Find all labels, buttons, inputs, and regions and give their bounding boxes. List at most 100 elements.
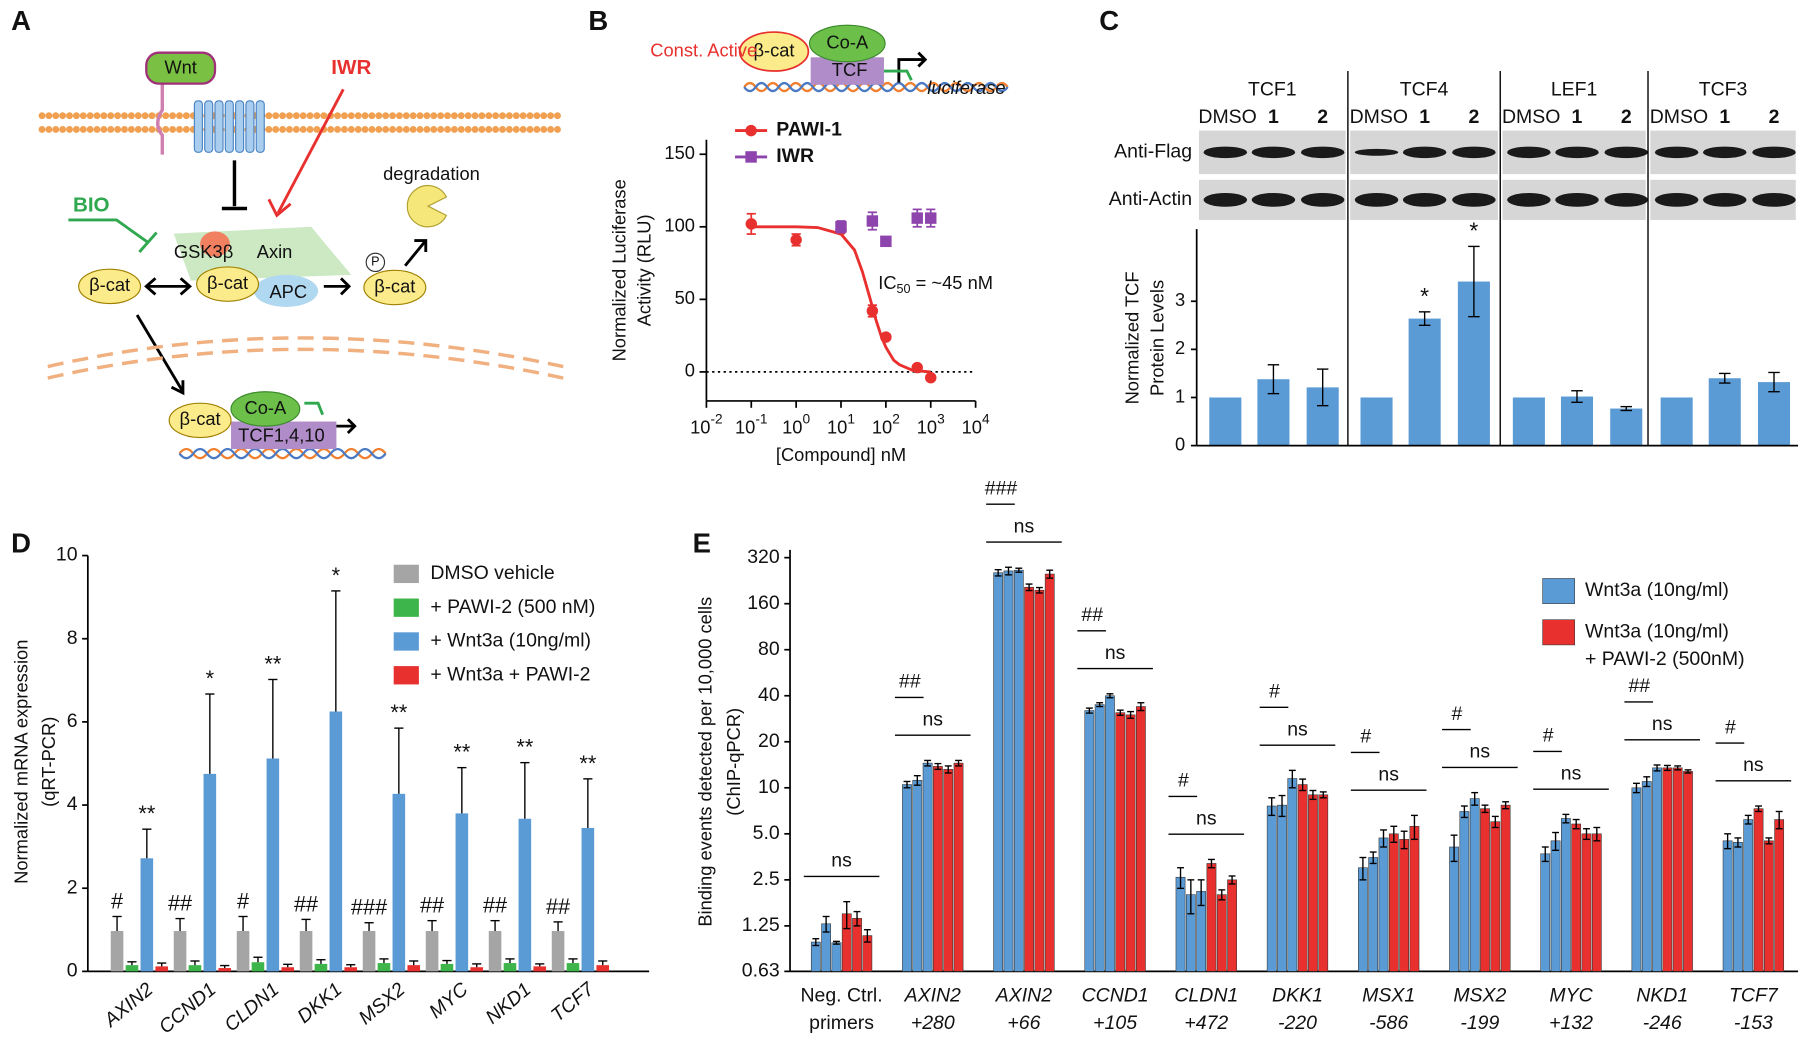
- y-tick-label: 80: [758, 638, 780, 660]
- x-tick-label: AXIN2: [995, 985, 1052, 1007]
- bar: [1024, 586, 1034, 972]
- y-tick-label: 10: [56, 544, 78, 566]
- y-tick-label: 8: [67, 627, 78, 649]
- tick-base: 10: [917, 416, 937, 437]
- bar: [831, 942, 842, 972]
- x-tick-label: DKK1: [1272, 985, 1323, 1007]
- significance: *: [1469, 218, 1478, 244]
- bar: [1308, 794, 1318, 972]
- legend-label: DMSO vehicle: [430, 562, 554, 584]
- ns-label: ns: [922, 708, 943, 730]
- y-tick-label: 160: [747, 592, 780, 614]
- blot-band: [1507, 146, 1551, 159]
- bar: [173, 931, 187, 972]
- legend-marker: [745, 151, 757, 163]
- x-tick-label: CLDN1: [220, 978, 283, 1036]
- bar: [1399, 839, 1410, 972]
- x-tick-label: TCF7: [1729, 985, 1779, 1007]
- y-tick-label: 320: [747, 546, 780, 568]
- bar: [1459, 811, 1470, 972]
- lane-label: DMSO: [1502, 106, 1560, 128]
- bar: [912, 779, 923, 972]
- hash-label: #: [1360, 726, 1371, 748]
- tick-base: 10: [962, 416, 982, 437]
- hash-label: #: [1543, 725, 1554, 747]
- x-tick-label: MYC: [1549, 985, 1593, 1007]
- y-tick-label: 150: [664, 142, 695, 163]
- blot-band: [1251, 146, 1296, 159]
- bio-label: BIO: [73, 194, 110, 217]
- bar: [1209, 397, 1242, 446]
- lane-label: DMSO: [1650, 106, 1708, 128]
- significance: *: [1420, 283, 1429, 309]
- point: [880, 331, 892, 343]
- bar: [1094, 704, 1105, 972]
- group-label: TCF3: [1699, 79, 1748, 101]
- tick-exponent: 3: [937, 411, 945, 426]
- bar: [1743, 819, 1754, 972]
- bar: [140, 858, 154, 972]
- x-tick-label: 102: [872, 411, 900, 437]
- hash-label: ##: [1081, 604, 1103, 626]
- x-tick-label: CCND1: [1082, 985, 1149, 1007]
- significance: ##: [546, 894, 570, 919]
- inhibition: [68, 218, 150, 245]
- bar: [1581, 833, 1592, 972]
- bar: [110, 931, 124, 972]
- bar: [329, 711, 343, 972]
- ns-label: ns: [1287, 718, 1308, 740]
- iwr-label: IWR: [331, 56, 371, 79]
- bar: [1561, 818, 1571, 972]
- y-tick-label: 0: [685, 360, 695, 381]
- bar: [943, 769, 954, 972]
- x-tick-label: -586: [1369, 1012, 1408, 1034]
- bar: [125, 965, 139, 972]
- ns-label: ns: [1743, 754, 1764, 776]
- blot-band: [1203, 193, 1248, 207]
- x-tick-label: 103: [917, 411, 945, 437]
- x-tick-label: +66: [1007, 1012, 1040, 1034]
- y-tick-label: 2.5: [753, 868, 780, 890]
- const-active-label: Const. Active: [650, 39, 757, 60]
- bar: [1641, 781, 1652, 972]
- bar: [1672, 767, 1683, 972]
- y-axis-label: Protein Levels: [1147, 280, 1168, 396]
- co-activator: [808, 24, 886, 63]
- beta-catenin: [168, 402, 232, 439]
- panel-label: D: [11, 528, 31, 559]
- bar: [266, 758, 280, 972]
- x-tick-label: AXIN2: [99, 978, 157, 1032]
- bar: [1469, 798, 1480, 972]
- bar: [503, 963, 517, 972]
- y-tick-label: 5.0: [753, 822, 780, 844]
- bar: [1708, 378, 1741, 446]
- tick-base: 10: [782, 416, 802, 437]
- bar: [1125, 714, 1136, 972]
- lane-label: DMSO: [1350, 106, 1408, 128]
- blot-band: [1300, 146, 1345, 159]
- lane-label: 1: [1419, 106, 1430, 128]
- hash-label: #: [1452, 703, 1463, 725]
- blot-band: [1507, 193, 1551, 207]
- co-a-label: Co-A: [826, 31, 869, 52]
- gsk3b-label: GSK3β: [174, 241, 233, 262]
- bar: [251, 962, 265, 972]
- y-tick-label: 10: [758, 776, 780, 798]
- x-tick-label: 10-1: [735, 411, 768, 437]
- bar: [1358, 867, 1368, 972]
- gsk3b: [200, 231, 230, 257]
- bar: [188, 965, 202, 972]
- receptor: [193, 100, 265, 153]
- x-tick-label: 100: [782, 411, 810, 437]
- lane-label: DMSO: [1198, 106, 1256, 128]
- y-tick-label: 1.25: [742, 914, 780, 936]
- ns-label: ns: [1652, 713, 1673, 735]
- y-tick-label: 0: [67, 960, 78, 982]
- y-tick-label: 1: [1175, 385, 1185, 406]
- x-tick-label: MSX1: [1362, 985, 1415, 1007]
- y-tick-label: 50: [675, 287, 695, 308]
- x-tick-label: MYC: [425, 978, 473, 1023]
- y-tick-label: 2: [67, 876, 78, 898]
- legend-swatch: [393, 598, 419, 617]
- significance: **: [264, 651, 281, 676]
